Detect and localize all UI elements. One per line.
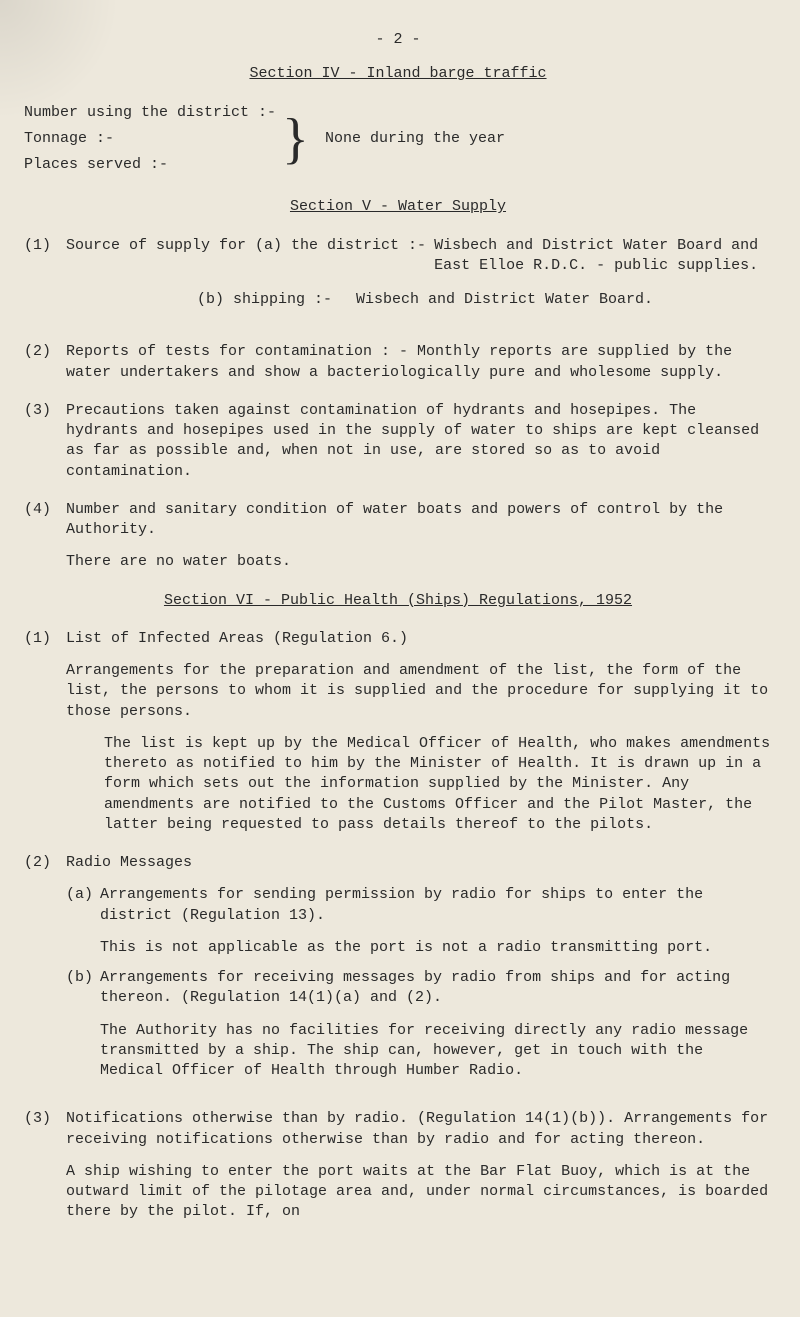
item-number: (3) (24, 401, 66, 421)
section-vi-item-2: (2) Radio Messages (a) Arrangements for … (24, 853, 772, 1091)
item-3-text: Precautions taken against contamination … (66, 401, 772, 482)
vi-2-b-p2: The Authority has no facilities for rece… (100, 1021, 772, 1082)
section-vi-item-1: (1) List of Infected Areas (Regulation 6… (24, 629, 772, 835)
src-a-lead: Source of supply for (a) the district :- (66, 236, 426, 256)
vi-2-a: (a) Arrangements for sending permission … (66, 885, 772, 958)
vi-2-heading: Radio Messages (66, 853, 772, 873)
item4-line1: Number and sanitary condition of water b… (66, 500, 772, 541)
vi-1-para1: Arrangements for the preparation and ame… (66, 661, 772, 722)
vi-2-a-p1: Arrangements for sending permission by r… (100, 885, 772, 926)
section-v-item-4: (4) Number and sanitary condition of wat… (24, 500, 772, 573)
vi-3-p1: Notifications otherwise than by radio. (… (66, 1109, 772, 1150)
src-b-value: Wisbech and District Water Board. (356, 290, 772, 310)
item-2-text: Reports of tests for contamination : - M… (66, 342, 772, 383)
item-number: (2) (24, 342, 66, 362)
section-iv-title: Section IV - Inland barge traffic (24, 64, 772, 84)
item-number: (2) (24, 853, 66, 873)
section-vi-title: Section VI - Public Health (Ships) Regul… (24, 591, 772, 611)
section-iv-block: Number using the district :- Tonnage :- … (24, 103, 772, 176)
item4-line2: There are no water boats. (66, 552, 772, 572)
section-v-item-2: (2) Reports of tests for contamination :… (24, 342, 772, 383)
vi-1-para2: The list is kept up by the Medical Offic… (104, 734, 772, 835)
vi-2-b: (b) Arrangements for receiving messages … (66, 968, 772, 1081)
page: - 2 - Section IV - Inland barge traffic … (0, 0, 800, 1317)
section-v-item-1: (1) Source of supply for (a) the distric… (24, 236, 772, 325)
sub-a-label: (a) (66, 885, 100, 905)
section-v-title: Section V - Water Supply (24, 197, 772, 217)
section-iv-right: None during the year (319, 129, 505, 149)
vi-2-b-p1: Arrangements for receiving messages by r… (100, 968, 772, 1009)
item-number: (1) (24, 629, 66, 649)
item-number: (3) (24, 1109, 66, 1129)
page-number: - 2 - (24, 30, 772, 50)
item-number: (1) (24, 236, 66, 256)
section-vi-item-3: (3) Notifications otherwise than by radi… (24, 1109, 772, 1222)
row-places-served: Places served :- (24, 155, 276, 175)
brace-icon: } (276, 111, 319, 167)
vi-1-lead: List of Infected Areas (Regulation 6.) (66, 629, 772, 649)
row-tonnage: Tonnage :- (24, 129, 276, 149)
vi-2-a-p2: This is not applicable as the port is no… (100, 938, 772, 958)
item-number: (4) (24, 500, 66, 520)
src-b-lead: (b) shipping :- (66, 290, 348, 310)
row-number-using: Number using the district :- (24, 103, 276, 123)
src-a-value: Wisbech and District Water Board and Eas… (434, 236, 772, 277)
section-v-item-3: (3) Precautions taken against contaminat… (24, 401, 772, 482)
vi-3-p2: A ship wishing to enter the port waits a… (66, 1162, 772, 1223)
section-iv-left-rows: Number using the district :- Tonnage :- … (24, 103, 276, 176)
sub-b-label: (b) (66, 968, 100, 988)
